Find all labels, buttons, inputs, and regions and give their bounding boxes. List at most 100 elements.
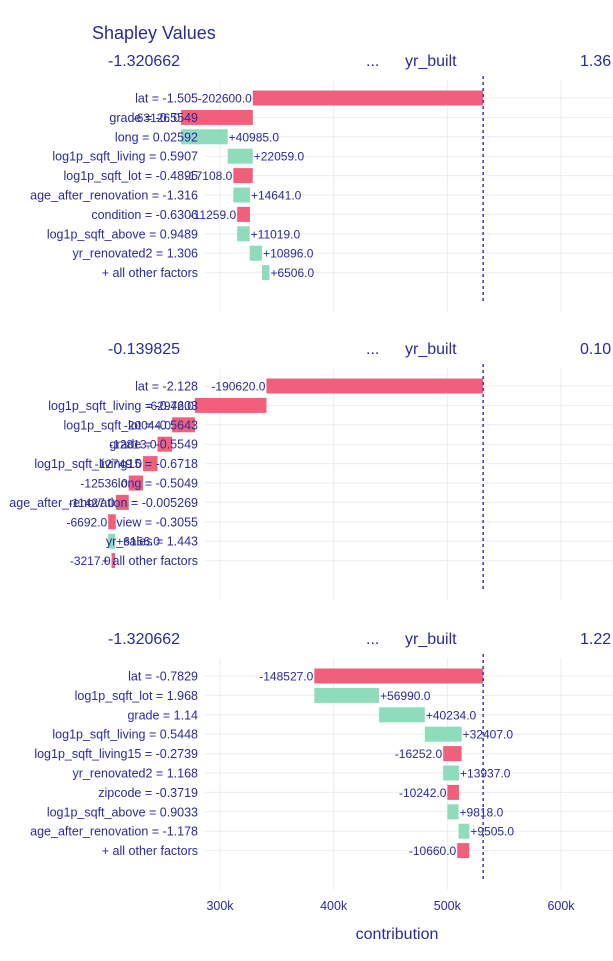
category-label: long = -0.5049 <box>118 477 198 491</box>
bar <box>262 265 270 281</box>
data-label: -12536.0 <box>80 477 128 491</box>
bar <box>314 687 380 703</box>
bar <box>233 187 250 203</box>
panel-header-dots: ... <box>366 631 379 648</box>
panel-header-right-value: 1.22 <box>580 631 611 648</box>
data-label: +14641.0 <box>251 189 302 203</box>
data-label: +40985.0 <box>229 130 280 144</box>
data-label: +9818.0 <box>460 805 504 819</box>
bar <box>115 494 129 510</box>
x-tick-label: 500k <box>434 899 462 913</box>
bar <box>447 804 459 820</box>
category-label: yr_renovated2 = 1.168 <box>73 767 198 781</box>
bar <box>108 514 116 530</box>
bar <box>143 456 158 472</box>
data-label: -16252.0 <box>395 747 443 761</box>
bar <box>458 823 470 839</box>
data-label: -62972.0 <box>147 399 195 413</box>
category-label: log1p_sqft_living = -0.4603 <box>48 399 198 413</box>
data-label: -17108.0 <box>185 169 233 183</box>
bar <box>447 784 460 800</box>
data-label: -10660.0 <box>409 844 457 858</box>
category-label: age_after_renovation = -0.005269 <box>9 496 198 510</box>
category-label: grade = 1.14 <box>127 708 198 722</box>
bar <box>172 417 195 433</box>
bar <box>249 245 263 261</box>
panel-header-left-value: -0.139825 <box>108 341 180 358</box>
data-label: -148527.0 <box>259 670 313 684</box>
bar <box>252 90 484 106</box>
data-label: -20044.0 <box>124 418 172 432</box>
category-label: yr_renovated2 = 1.306 <box>73 247 198 261</box>
category-label: yr_sales = 1.443 <box>106 535 198 549</box>
bar <box>424 726 462 742</box>
data-label: -63126.0 <box>133 111 181 125</box>
category-label: log1p_sqft_living = 0.5448 <box>52 728 198 742</box>
x-tick-label: 300k <box>206 899 234 913</box>
panel-header-left-value: -1.320662 <box>108 631 180 648</box>
data-label: -11427.0 <box>68 496 115 510</box>
panel-header-feature: yr_built <box>405 341 457 358</box>
bar <box>233 168 253 184</box>
x-tick-label: 400k <box>320 899 348 913</box>
data-label: -12749.0 <box>95 457 143 471</box>
data-label: -10242.0 <box>399 786 447 800</box>
x-tick-label: 600k <box>547 899 575 913</box>
bar <box>157 436 173 452</box>
category-label: lat = -2.128 <box>135 380 198 394</box>
panel-header-right-value: 1.36 <box>580 53 611 70</box>
panel-header-dots: ... <box>366 341 379 358</box>
bar <box>237 226 250 242</box>
category-label: condition = -0.6306 <box>91 208 198 222</box>
bar <box>181 109 253 125</box>
data-label: -3217.0 <box>70 554 111 568</box>
category-label: log1p_sqft_living = 0.5907 <box>52 150 198 164</box>
category-label: log1p_sqft_living15 = -0.6718 <box>34 457 198 471</box>
category-label: log1p_sqft_above = 0.9489 <box>47 227 198 241</box>
category-label: lat = -0.7829 <box>128 670 198 684</box>
bar <box>314 668 484 684</box>
data-label: +6156.0 <box>116 535 160 549</box>
bar <box>194 397 267 413</box>
category-label: age_after_renovation = -1.178 <box>30 825 198 839</box>
bar <box>108 533 116 549</box>
category-label: + all other factors <box>102 266 198 280</box>
category-label: log1p_sqft_living15 = -0.2739 <box>34 747 198 761</box>
panel-3: -1.320662... yr_built 1.22 lat = -0.7829 -14… <box>30 631 613 890</box>
category-label: lat = -1.505 <box>135 92 198 106</box>
panel-header-left-value: -1.320662 <box>108 53 180 70</box>
category-label: log1p_sqft_above = 0.9033 <box>47 805 198 819</box>
bar <box>227 148 253 164</box>
data-label: -12813.0 <box>109 438 157 452</box>
bar <box>266 378 484 394</box>
panel-header-feature: yr_built <box>405 53 457 70</box>
data-label: +13937.0 <box>460 767 511 781</box>
bar <box>457 843 470 859</box>
data-label: -6692.0 <box>67 515 108 529</box>
panel-1: -1.320662... yr_built 1.36 lat = -1.505 -202… <box>30 53 613 312</box>
category-label: zipcode = -0.3719 <box>98 786 198 800</box>
data-label: -202600.0 <box>198 92 252 106</box>
data-label: +11019.0 <box>251 227 301 241</box>
data-label: +6506.0 <box>270 266 314 280</box>
category-label: long = 0.02592 <box>115 130 198 144</box>
data-label: -190620.0 <box>211 380 265 394</box>
bar <box>181 129 228 145</box>
bar <box>379 707 425 723</box>
data-label: +40234.0 <box>426 708 477 722</box>
bar <box>443 746 462 762</box>
bar <box>128 475 144 491</box>
category-label: + all other factors <box>102 844 198 858</box>
category-label: log1p_sqft_lot = 1.968 <box>75 689 198 703</box>
category-label: grade = -0.5549 <box>109 111 198 125</box>
category-label: log1p_sqft_lot = -0.4895 <box>64 169 199 183</box>
data-label: +56990.0 <box>380 689 431 703</box>
category-label: view = -0.3055 <box>116 515 198 529</box>
category-label: age_after_renovation = -1.316 <box>30 189 198 203</box>
data-label: -11259.0 <box>190 208 237 222</box>
panel-2: -0.139825... yr_built 0.10 lat = -2.128 -190… <box>9 341 613 600</box>
panel-header-feature: yr_built <box>405 631 457 648</box>
category-label: grade = -0.5549 <box>109 438 198 452</box>
data-label: +32407.0 <box>463 728 514 742</box>
